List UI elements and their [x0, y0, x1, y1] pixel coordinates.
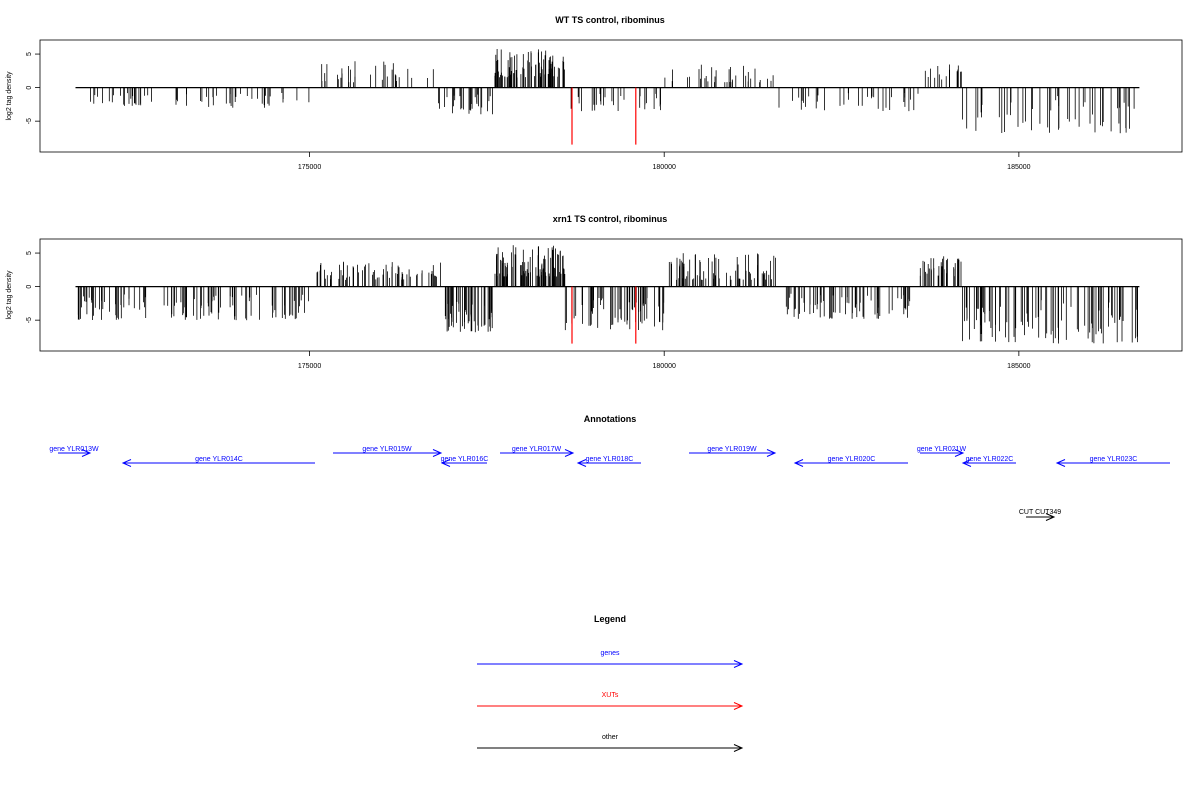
gene-label: gene YLR022C: [966, 456, 1014, 463]
other-track: CUT CUT349: [1019, 509, 1061, 521]
gene-label: gene YLR016C: [441, 456, 489, 463]
arrow-head: [793, 459, 804, 467]
gene-annotation: gene YLR021W: [917, 446, 967, 457]
arrow-head: [81, 449, 92, 457]
arrow-head: [432, 449, 443, 457]
density-bars: [75, 49, 1140, 145]
x-tick-label: 175000: [298, 363, 321, 370]
y-axis: -5 0 5: [26, 251, 40, 323]
panel-title: xrn1 TS control, ribominus: [553, 214, 668, 224]
panel-title: WT TS control, ribominus: [555, 15, 665, 25]
gene-annotation: gene YLR020C: [793, 456, 908, 467]
gene-label: gene YLR014C: [195, 456, 243, 463]
legend-title: Legend: [594, 614, 626, 624]
x-tick-label: 180000: [653, 164, 676, 171]
arrow-head: [733, 660, 744, 668]
y-tick-label: 0: [26, 86, 33, 90]
xrn1-density-panel: xrn1 TS control, ribominus log2 tag dens…: [6, 214, 1183, 370]
legend-item: XUTs: [477, 692, 744, 710]
y-tick-label: -5: [26, 118, 33, 124]
gene-label: gene YLR018C: [586, 456, 634, 463]
gene-label: gene YLR015W: [362, 446, 412, 453]
gene-annotation: gene YLR019W: [689, 446, 777, 457]
gene-annotation: gene YLR013W: [49, 446, 99, 457]
gene-label: gene YLR021W: [917, 446, 967, 453]
arrow-head: [954, 449, 965, 457]
arrow-head: [1045, 513, 1056, 521]
arrow-head: [733, 702, 744, 710]
gene-annotation: gene YLR017W: [500, 446, 575, 457]
x-tick-label: 180000: [653, 363, 676, 370]
plot-frame: [39, 238, 1183, 352]
legend-item: genes: [477, 650, 744, 668]
arrow-head: [576, 459, 587, 467]
gene-annotation: gene YLR018C: [576, 456, 641, 467]
x-tick-label: 175000: [298, 164, 321, 171]
y-tick-label: 0: [26, 285, 33, 289]
density-bars: [75, 245, 1140, 344]
gene-label: gene YLR019W: [707, 446, 757, 453]
y-axis: -5 0 5: [26, 52, 40, 124]
legend-label: genes: [600, 650, 620, 657]
arrow-head: [1055, 459, 1066, 467]
gene-annotation: gene YLR015W: [333, 446, 443, 457]
x-axis: 175000 180000 185000: [298, 152, 1031, 171]
gene-annotation: gene YLR016C: [440, 456, 489, 467]
gene-annotation: gene YLR022C: [961, 456, 1016, 467]
y-tick-label: -5: [26, 317, 33, 323]
arrow-head: [121, 459, 132, 467]
arrow-head: [766, 449, 777, 457]
gene-annotation: gene YLR014C: [121, 456, 315, 467]
legend-label: XUTs: [602, 692, 619, 699]
legend-label: other: [602, 734, 619, 741]
gene-label: gene YLR013W: [49, 446, 99, 453]
wt-density-panel: WT TS control, ribominus log2 tag densit…: [6, 15, 1183, 171]
legend-items: genes XUTs other: [477, 650, 744, 752]
x-axis: 175000 180000 185000: [298, 351, 1031, 370]
y-axis-label: log2 tag density: [6, 71, 13, 121]
gene-label: gene YLR017W: [512, 446, 562, 453]
arrow-head: [440, 459, 451, 467]
arrow-head: [961, 459, 972, 467]
legend: Legend genes XUTs other: [477, 614, 744, 752]
gene-label: gene YLR020C: [828, 456, 876, 463]
y-axis-label: log2 tag density: [6, 270, 13, 320]
gene-annotation: gene YLR023C: [1055, 456, 1170, 467]
other-annotation: CUT CUT349: [1019, 509, 1061, 521]
gene-label: gene YLR023C: [1090, 456, 1138, 463]
arrow-head: [564, 449, 575, 457]
x-tick-label: 185000: [1007, 164, 1030, 171]
plot-frame: [39, 39, 1183, 153]
x-tick-label: 185000: [1007, 363, 1030, 370]
gene-track: gene YLR013W gene YLR014C gene YLR015W gene…: [49, 446, 1170, 467]
annotations-title: Annotations: [584, 414, 637, 424]
y-tick-label: 5: [26, 52, 33, 56]
arrow-head: [733, 744, 744, 752]
y-tick-label: 5: [26, 251, 33, 255]
other-label: CUT CUT349: [1019, 509, 1061, 516]
legend-item: other: [477, 734, 744, 752]
